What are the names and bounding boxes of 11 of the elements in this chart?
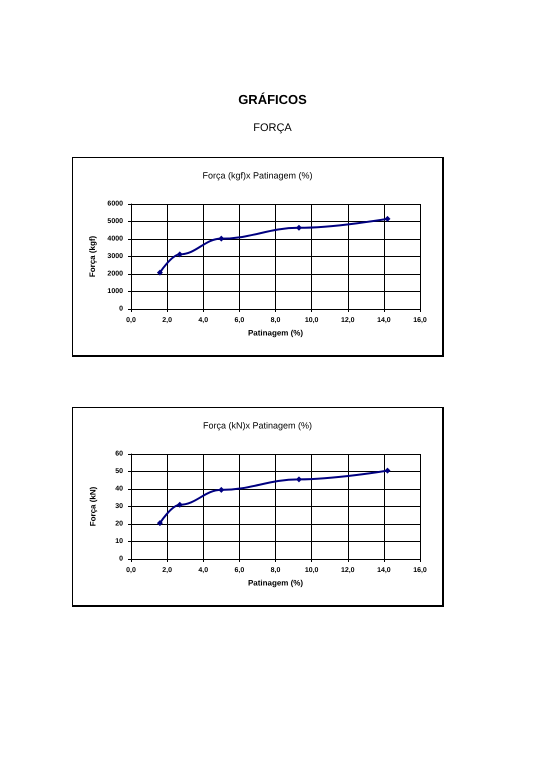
point	[156, 520, 163, 526]
text: GRÁFICOS	[237, 92, 308, 107]
x-axis-title: Patinagem (%)	[248, 578, 304, 588]
chart-title: Força (kN)x Patinagem (%)	[202, 420, 312, 430]
chart-title: Força (kgf)x Patinagem (%)	[202, 170, 313, 180]
y-axis-title: Força (kgf)	[88, 236, 98, 278]
point	[156, 270, 163, 276]
point	[176, 251, 183, 258]
x-axis-title: Patinagem (%)	[248, 328, 304, 338]
y-axis-title: Força (kN)	[88, 486, 98, 526]
text: FORÇA	[252, 122, 293, 134]
